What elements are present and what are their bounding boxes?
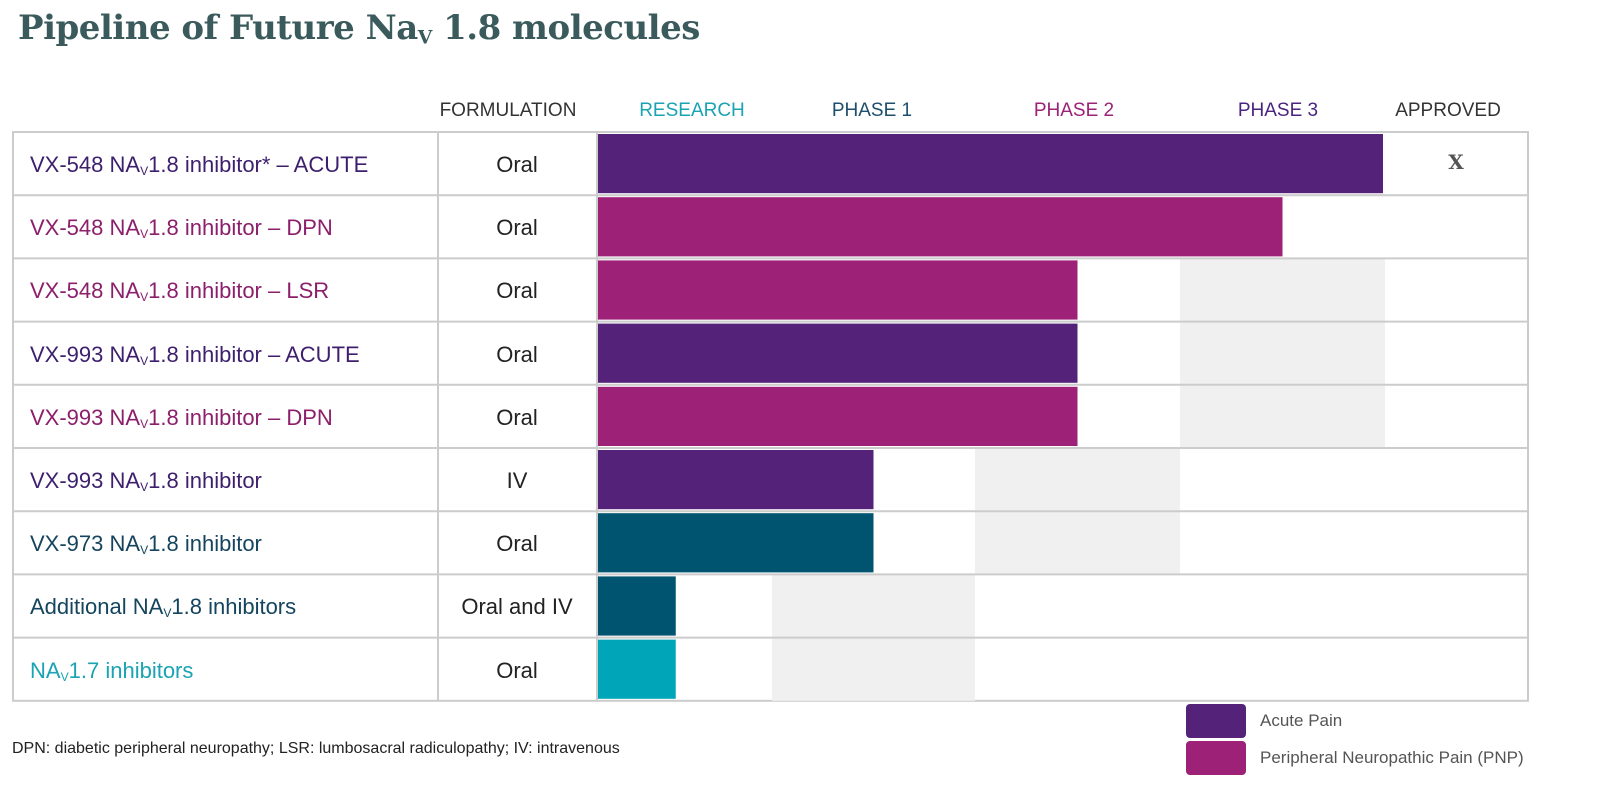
legend-swatch-pnp bbox=[1186, 741, 1246, 775]
row-label-subscript: V bbox=[140, 353, 149, 368]
legend-label-pnp: Peripheral Neuropathic Pain (PNP) bbox=[1260, 748, 1524, 767]
row-formulation-6: Oral bbox=[496, 531, 538, 557]
row-label-6: VX-973 NAV1.8 inhibitor bbox=[30, 513, 262, 575]
row-label-subscript: V bbox=[60, 669, 69, 684]
row-shading-5 bbox=[975, 448, 1180, 512]
row-label-suffix: 1.8 inhibitor bbox=[148, 468, 262, 493]
page-title: Pipeline of Future NaV 1.8 molecules bbox=[18, 8, 700, 49]
row-label-subscript: V bbox=[140, 164, 149, 179]
row-shading-7 bbox=[772, 574, 975, 638]
row-formulation-4: Oral bbox=[496, 404, 538, 430]
title-end: 1.8 molecules bbox=[431, 8, 700, 48]
row-label-prefix: VX-993 NA bbox=[30, 404, 141, 430]
bar-2 bbox=[598, 260, 1078, 320]
row-label-prefix: VX-973 NA bbox=[30, 531, 141, 557]
row-label-8: NAV1.7 inhibitors bbox=[30, 640, 193, 702]
row-label-suffix: 1.8 inhibitor – LSR bbox=[148, 278, 330, 304]
row-label-suffix: 1.7 inhibitors bbox=[68, 657, 194, 683]
row-formulation-5: IV bbox=[506, 468, 528, 493]
row-label-suffix: 1.8 inhibitor* – ACUTE bbox=[148, 152, 369, 177]
row-label-prefix: VX-993 NA bbox=[30, 468, 141, 493]
row-label-3: VX-993 NAV1.8 inhibitor – ACUTE bbox=[30, 324, 360, 386]
row-label-2: VX-548 NAV1.8 inhibitor – LSR bbox=[30, 260, 329, 322]
row-shading-2 bbox=[1180, 258, 1385, 322]
row-label-subscript: V bbox=[140, 290, 149, 305]
row-label-suffix: 1.8 inhibitor – DPN bbox=[148, 215, 333, 241]
row-formulation-0: Oral bbox=[496, 152, 538, 177]
row-label-subscript: V bbox=[140, 543, 149, 558]
row-formulation-3: Oral bbox=[496, 341, 538, 367]
row-formulation-2: Oral bbox=[496, 278, 538, 304]
row-formulation-7: Oral and IV bbox=[461, 594, 573, 620]
row-label-prefix: NA bbox=[30, 657, 61, 683]
row-label-1: VX-548 NAV1.8 inhibitor – DPN bbox=[30, 197, 333, 259]
bar-5 bbox=[598, 450, 874, 510]
bar-0 bbox=[598, 134, 1383, 194]
column-header-research: RESEARCH bbox=[639, 100, 745, 121]
bar-4 bbox=[598, 386, 1078, 446]
row-formulation-1: Oral bbox=[496, 215, 538, 241]
legend-label-acute-pain: Acute Pain bbox=[1260, 711, 1343, 730]
row-label-suffix: 1.8 inhibitor – ACUTE bbox=[148, 341, 360, 367]
column-header-phase-1: PHASE 1 bbox=[831, 100, 913, 121]
row-label-5: VX-993 NAV1.8 inhibitor bbox=[30, 450, 262, 512]
row-label-7: Additional NAV1.8 inhibitors bbox=[30, 576, 296, 638]
bar-7 bbox=[598, 576, 676, 636]
column-header-phase-2: PHASE 2 bbox=[1033, 100, 1115, 121]
column-header-approved: APPROVED bbox=[1395, 100, 1501, 121]
row-label-subscript: V bbox=[163, 606, 172, 621]
row-label-subscript: V bbox=[140, 480, 149, 495]
row-label-prefix: VX-548 NA bbox=[30, 278, 141, 304]
row-shading-6 bbox=[975, 511, 1180, 575]
row-label-4: VX-993 NAV1.8 inhibitor – DPN bbox=[30, 387, 333, 449]
column-header-phase-3: PHASE 3 bbox=[1237, 100, 1319, 121]
row-label-subscript: V bbox=[140, 227, 149, 242]
row-label-prefix: VX-993 NA bbox=[30, 341, 141, 367]
row-shading-4 bbox=[1180, 384, 1385, 448]
row-label-suffix: 1.8 inhibitor – DPN bbox=[148, 404, 333, 430]
title-main: Pipeline of Future Na bbox=[18, 8, 418, 48]
bar-3 bbox=[598, 323, 1078, 383]
row-formulation-8: Oral bbox=[496, 657, 538, 683]
row-label-suffix: 1.8 inhibitors bbox=[171, 594, 297, 620]
row-label-prefix: Additional NA bbox=[30, 594, 164, 620]
approved-mark-0: X bbox=[1448, 150, 1464, 174]
bar-6 bbox=[598, 513, 874, 573]
bar-1 bbox=[598, 197, 1283, 257]
column-header-formulation: FORMULATION bbox=[439, 100, 577, 121]
row-shading-8 bbox=[772, 637, 975, 701]
bar-8 bbox=[598, 639, 676, 699]
row-label-prefix: VX-548 NA bbox=[30, 152, 141, 177]
title-subscript: V bbox=[417, 26, 433, 49]
row-label-subscript: V bbox=[140, 416, 149, 431]
row-label-0: VX-548 NAV1.8 inhibitor* – ACUTE bbox=[30, 134, 368, 196]
row-shading-3 bbox=[1180, 321, 1385, 385]
row-label-suffix: 1.8 inhibitor bbox=[148, 531, 262, 557]
legend-swatch-acute-pain bbox=[1186, 704, 1246, 738]
footnote: DPN: diabetic peripheral neuropathy; LSR… bbox=[12, 740, 620, 757]
row-label-prefix: VX-548 NA bbox=[30, 215, 141, 241]
